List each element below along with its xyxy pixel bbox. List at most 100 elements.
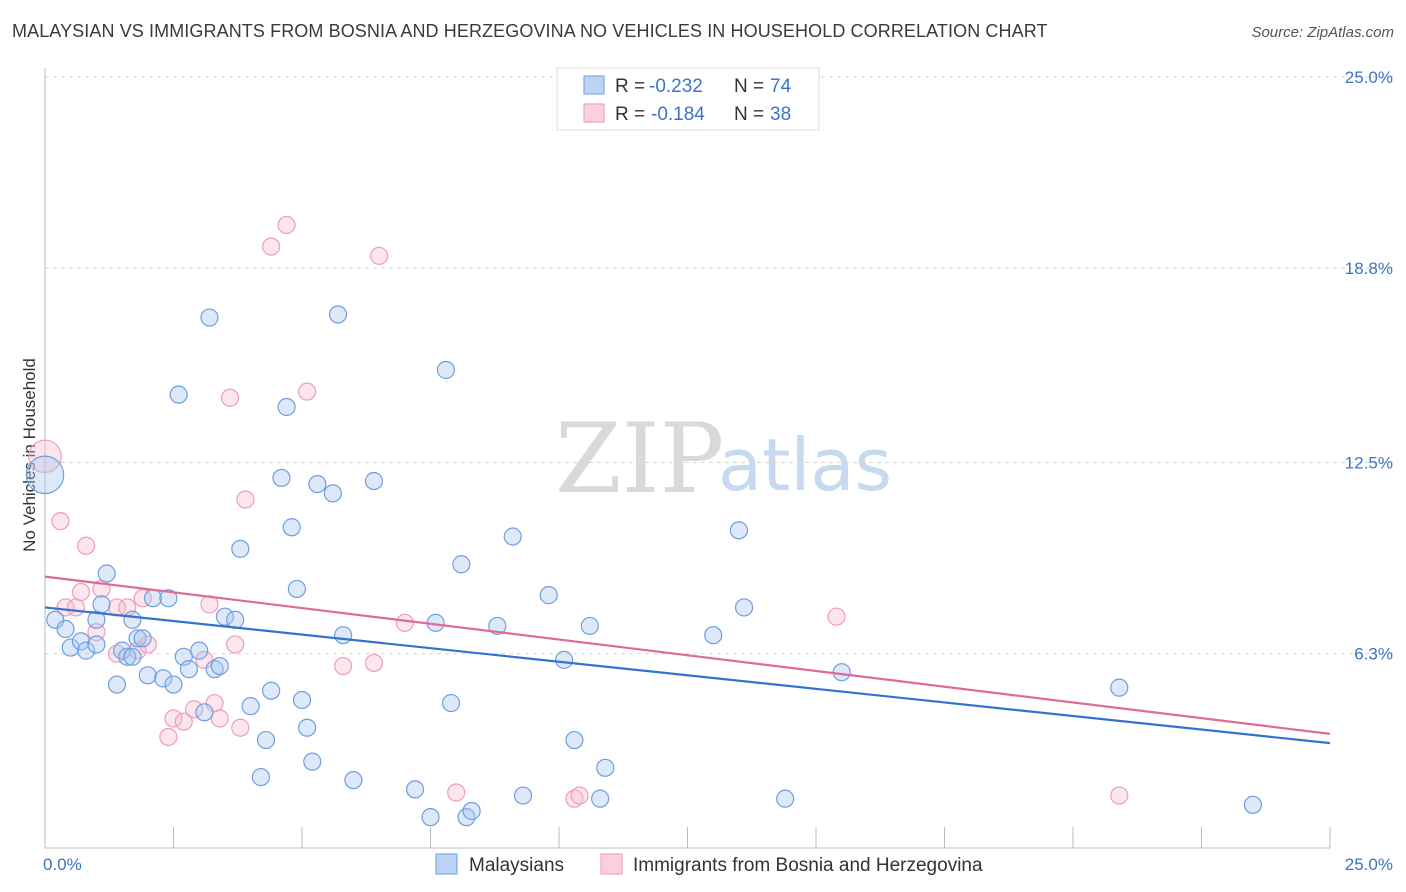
data-point xyxy=(251,767,270,787)
data-point xyxy=(226,610,245,629)
data-point xyxy=(277,397,296,417)
data-point xyxy=(77,641,96,660)
data-point xyxy=(226,635,245,654)
data-point xyxy=(61,638,80,657)
data-point xyxy=(179,660,199,679)
data-point xyxy=(334,656,353,676)
data-point xyxy=(323,484,342,503)
watermark-zip: ZIP xyxy=(555,403,724,515)
data-point xyxy=(277,215,296,235)
data-point xyxy=(231,718,250,737)
data-point xyxy=(210,656,229,676)
y-tick-label: 25.0% xyxy=(1345,68,1393,87)
data-point xyxy=(200,308,219,327)
data-point xyxy=(87,623,106,642)
data-point xyxy=(503,527,522,546)
data-point xyxy=(370,246,389,265)
data-point xyxy=(143,589,163,608)
data-point xyxy=(123,610,142,629)
data-point xyxy=(334,626,353,645)
data-point xyxy=(287,579,306,599)
trend-lines xyxy=(44,575,1331,745)
data-point xyxy=(729,521,749,540)
data-point xyxy=(210,709,229,728)
data-point xyxy=(421,808,440,827)
tick-labels: 6.3% 12.5% 18.8% 25.0% 0.0% 25.0% xyxy=(43,68,1393,874)
data-point xyxy=(184,700,204,719)
y-tick-label: 6.3% xyxy=(1354,645,1393,664)
data-point xyxy=(591,789,610,808)
data-point xyxy=(272,468,291,488)
legend-n-label: N = xyxy=(734,104,764,125)
data-point xyxy=(205,660,224,679)
legend-r-label: R = xyxy=(615,76,645,97)
data-point xyxy=(77,536,96,555)
data-point xyxy=(25,455,65,495)
data-point xyxy=(97,564,116,583)
data-point xyxy=(190,641,209,660)
legend-top: R = -0.232 N = 74 R = -0.184 N = 38 xyxy=(556,67,820,131)
legend-r-label: R = xyxy=(615,104,645,125)
series-bosnia-points xyxy=(28,215,1129,808)
data-point xyxy=(71,582,91,602)
axes xyxy=(44,68,1331,849)
legend-n-value: 38 xyxy=(770,104,791,125)
data-point xyxy=(71,632,91,651)
data-point xyxy=(262,681,281,700)
data-point xyxy=(452,555,471,574)
data-point xyxy=(282,518,301,537)
data-point xyxy=(123,647,142,666)
data-point xyxy=(292,690,312,710)
data-point xyxy=(462,801,481,821)
chart-title: MALAYSIAN VS IMMIGRANTS FROM BOSNIA AND … xyxy=(12,21,1048,41)
data-point xyxy=(344,771,363,790)
data-point xyxy=(118,647,137,666)
data-point xyxy=(303,752,322,771)
data-point xyxy=(159,589,178,608)
data-point xyxy=(405,780,425,799)
data-point xyxy=(56,619,75,639)
data-point xyxy=(734,598,754,617)
data-point xyxy=(174,712,193,731)
data-point xyxy=(164,675,183,694)
data-point xyxy=(87,635,106,654)
data-point xyxy=(154,669,173,688)
data-point xyxy=(488,616,507,636)
data-point xyxy=(565,730,584,750)
legend-bottom: Malaysians Immigrants from Bosnia and He… xyxy=(435,853,983,876)
data-point xyxy=(236,490,255,509)
data-point xyxy=(447,783,466,802)
data-point xyxy=(328,305,348,324)
data-point xyxy=(169,385,188,404)
trend-line xyxy=(44,575,1331,735)
source-label: Source: ZipAtlas.com xyxy=(1251,24,1394,41)
data-point xyxy=(580,616,599,636)
data-point xyxy=(570,786,589,805)
data-point xyxy=(704,626,723,645)
data-point xyxy=(262,237,281,256)
legend-swatch-bosnia xyxy=(600,853,623,875)
y-tick-label: 18.8% xyxy=(1345,259,1393,278)
data-point xyxy=(138,666,157,685)
gridlines xyxy=(45,76,1396,655)
data-point xyxy=(555,650,574,669)
data-point xyxy=(308,474,327,494)
data-point xyxy=(436,360,456,380)
data-point xyxy=(51,511,70,531)
data-point xyxy=(241,697,260,716)
legend-swatch-malaysians xyxy=(583,75,605,95)
legend-swatch-bosnia xyxy=(583,103,605,123)
data-point xyxy=(1110,678,1129,697)
data-point xyxy=(1110,786,1129,805)
trend-line xyxy=(44,606,1331,745)
data-point xyxy=(827,607,846,626)
data-point xyxy=(364,653,384,673)
legend-r-value: -0.232 xyxy=(649,76,703,97)
data-point xyxy=(66,598,85,617)
data-point xyxy=(215,607,234,626)
data-point xyxy=(776,789,795,808)
watermark-atlas: atlas xyxy=(718,423,892,507)
data-point xyxy=(107,675,127,694)
data-point xyxy=(1243,795,1263,814)
